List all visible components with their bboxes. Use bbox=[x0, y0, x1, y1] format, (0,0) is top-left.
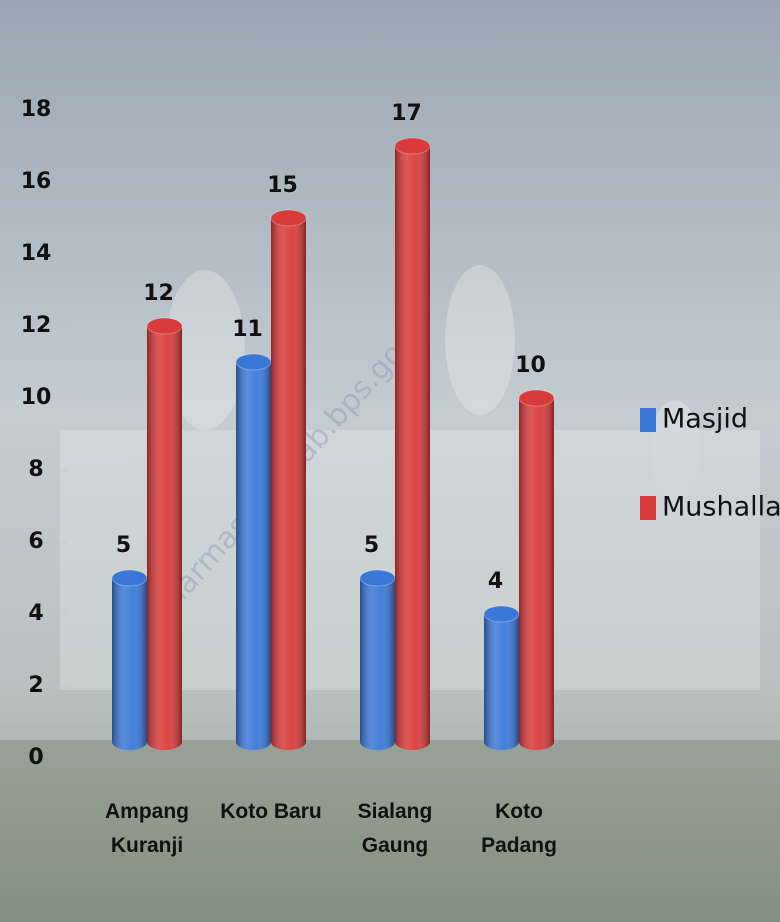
bar-shade bbox=[484, 614, 519, 742]
legend-label: Mushalla bbox=[662, 492, 780, 523]
cylinder bbox=[483, 605, 520, 750]
bar-shade bbox=[236, 362, 271, 742]
value-label: 5 bbox=[116, 533, 131, 558]
value-label: 5 bbox=[364, 533, 379, 558]
bar-bottom-shade bbox=[236, 734, 271, 750]
bar-top bbox=[518, 389, 555, 407]
y-tick-label: 0 bbox=[28, 745, 43, 770]
bar-top bbox=[270, 209, 307, 227]
bar-shade bbox=[519, 398, 554, 742]
y-tick-label: 2 bbox=[28, 673, 43, 698]
y-tick-label: 4 bbox=[28, 601, 43, 626]
y-tick-label: 18 bbox=[21, 97, 52, 122]
bar-shade bbox=[147, 326, 182, 742]
bar-top bbox=[394, 137, 431, 155]
x-tick-label: Koto Baru bbox=[220, 800, 322, 823]
bar-shade bbox=[271, 218, 306, 742]
cylinder bbox=[394, 137, 431, 750]
y-tick-label: 6 bbox=[28, 529, 43, 554]
x-tick-label: Ampang Kuranji bbox=[105, 800, 189, 857]
value-label: 15 bbox=[267, 173, 298, 198]
value-label: 17 bbox=[391, 101, 422, 126]
cylinder bbox=[146, 317, 183, 750]
bar-bottom-shade bbox=[484, 734, 519, 750]
bar-top bbox=[146, 317, 183, 335]
value-label: 11 bbox=[232, 317, 263, 342]
legend-label: Masjid bbox=[662, 404, 748, 435]
cylinder bbox=[111, 569, 148, 750]
bar-bottom-shade bbox=[147, 734, 182, 750]
bar-bottom-shade bbox=[271, 734, 306, 750]
bar-top bbox=[483, 605, 520, 623]
value-label: 12 bbox=[143, 281, 174, 306]
bar-bottom-shade bbox=[112, 734, 147, 750]
cylinder bbox=[359, 569, 396, 750]
bar-bottom-shade bbox=[360, 734, 395, 750]
bar-shade bbox=[360, 578, 395, 742]
bar-bottom-shade bbox=[395, 734, 430, 750]
bar-top bbox=[235, 353, 272, 371]
x-tick-label: Sialang Gaung bbox=[357, 800, 433, 857]
bar-shade bbox=[395, 146, 430, 742]
value-label: 10 bbox=[515, 353, 546, 378]
legend-swatch bbox=[640, 408, 656, 432]
y-tick-label: 10 bbox=[21, 385, 52, 410]
bar-top bbox=[111, 569, 148, 587]
value-label: 4 bbox=[488, 569, 503, 594]
cylinder bbox=[518, 389, 555, 750]
cylinder bbox=[235, 353, 272, 750]
x-tick-label: Koto Padang bbox=[481, 800, 557, 857]
bar-shade bbox=[112, 578, 147, 742]
y-tick-label: 12 bbox=[21, 313, 52, 338]
bar-top bbox=[359, 569, 396, 587]
cylinder bbox=[270, 209, 307, 750]
legend-swatch bbox=[640, 496, 656, 520]
y-tick-label: 16 bbox=[21, 169, 52, 194]
y-tick-label: 8 bbox=[28, 457, 43, 482]
y-tick-label: 14 bbox=[21, 241, 52, 266]
bar-bottom-shade bbox=[519, 734, 554, 750]
